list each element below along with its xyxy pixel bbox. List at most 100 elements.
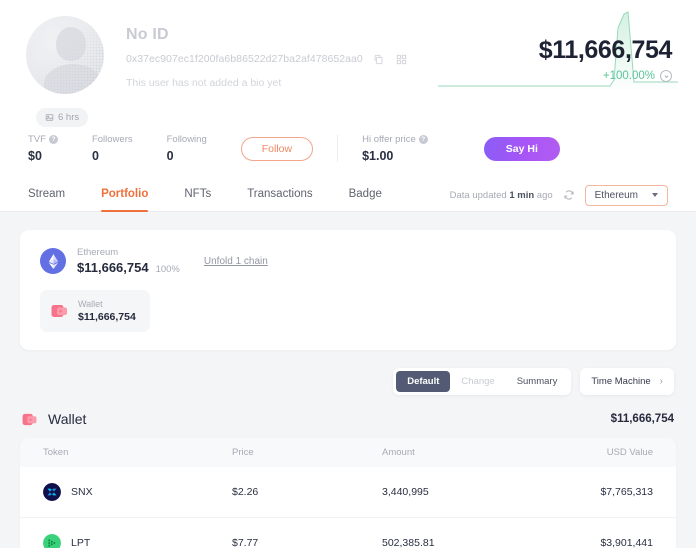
token-price: $7.77: [232, 537, 259, 548]
copy-icon[interactable]: [372, 52, 386, 66]
view-mode-default[interactable]: Default: [396, 371, 451, 392]
total-balance: $11,666,754: [538, 36, 673, 64]
updated-suffix: ago: [536, 189, 553, 201]
vertical-divider: [337, 135, 339, 162]
view-mode-summary[interactable]: Summary: [506, 371, 569, 392]
unfold-chains-link[interactable]: Unfold 1 chain: [203, 255, 268, 267]
wallet-chip[interactable]: Wallet $11,666,754: [40, 290, 150, 332]
balance-sparkline-chart: [438, 8, 678, 90]
chevron-right-icon: ›: [659, 376, 663, 387]
view-mode-controls: Default Change Summary Time Machine ›: [20, 368, 676, 395]
stat-following-value: 0: [166, 149, 174, 163]
time-badge: 6 hrs: [36, 108, 89, 127]
table-row[interactable]: LPT $7.77 502,385.81 $3,901,441: [20, 518, 676, 548]
ethereum-icon: [40, 248, 66, 274]
data-updated-status: Data updated 1 min ago: [450, 190, 553, 201]
stat-followers-label: Followers: [91, 134, 133, 145]
image-icon: [45, 114, 54, 121]
wallet-section-title: Wallet: [48, 411, 87, 427]
chain-summary-card: Ethereum $11,666,754 100% Unfold 1 chain…: [20, 230, 676, 350]
updated-prefix: Data updated: [449, 189, 507, 201]
profile-bio: This user has not added a bio yet: [126, 77, 282, 89]
refresh-icon[interactable]: [563, 189, 575, 201]
stat-followers-value: 0: [91, 149, 99, 163]
token-table-body: SNX $2.26 3,440,995 $7,765,313: [20, 467, 676, 548]
tab-nfts[interactable]: NFTs: [184, 187, 212, 200]
balance-change-row: +100.00%: [438, 70, 678, 82]
token-amount: 502,385.81: [382, 537, 435, 548]
table-row[interactable]: SNX $2.26 3,440,995 $7,765,313: [20, 467, 676, 518]
wallet-icon: [51, 304, 68, 318]
wallet-section-total: $11,666,754: [610, 413, 674, 425]
help-icon[interactable]: ?: [48, 135, 58, 144]
balance-panel: $11,666,754 +100.00%: [438, 8, 678, 90]
stat-tvf: TVF ? $0: [28, 134, 58, 163]
chain-percent: 100%: [155, 264, 180, 275]
stat-hi-offer-price: Hi offer price ? $1.00: [362, 134, 428, 163]
stat-following[interactable]: Following 0: [167, 134, 207, 163]
token-symbol: SNX: [71, 486, 93, 498]
column-header-usd-value: USD Value: [562, 438, 676, 467]
stat-tvf-label: TVF: [28, 134, 46, 145]
updated-value: 1 min: [509, 189, 535, 201]
stat-tvf-value: $0: [28, 149, 42, 163]
tab-transactions[interactable]: Transactions: [247, 187, 313, 200]
snx-token-icon: [43, 483, 61, 501]
token-table-card: Token Price Amount USD Value: [20, 438, 676, 548]
time-machine-label: Time Machine: [591, 376, 651, 387]
say-hi-button[interactable]: Say Hi: [483, 136, 560, 161]
lpt-token-icon: [43, 534, 61, 548]
wallet-chip-value: $11,666,754: [78, 311, 136, 323]
tab-badge[interactable]: Badge: [348, 187, 382, 200]
avatar[interactable]: [26, 16, 104, 94]
wallet-icon: [22, 413, 38, 426]
avatar-dot-pattern: [26, 16, 104, 94]
token-symbol: LPT: [71, 537, 91, 548]
chain-info: Ethereum $11,666,754 100%: [77, 247, 180, 275]
help-icon[interactable]: ?: [418, 135, 428, 144]
token-price: $2.26: [232, 467, 382, 518]
page-title: No ID: [126, 26, 169, 43]
profile-header: No ID 0x37ec907ec1f200fa6b86522d27ba2af4…: [0, 0, 696, 212]
view-mode-change: Change: [450, 371, 505, 392]
tab-portfolio[interactable]: Portfolio: [101, 179, 149, 212]
view-mode-segmented-control: Default Change Summary: [393, 368, 572, 395]
chain-amount: $11,666,754: [77, 260, 149, 275]
column-header-amount: Amount: [382, 438, 562, 467]
chain-name: Ethereum: [77, 247, 119, 258]
chain-selector-value: Ethereum: [594, 189, 638, 201]
balance-change: +100.00%: [602, 70, 655, 82]
token-usd-value: $3,901,441: [600, 537, 653, 548]
column-header-price: Price: [232, 438, 382, 467]
chain-selector[interactable]: Ethereum: [584, 184, 668, 206]
column-header-token: Token: [20, 438, 232, 467]
tab-bar-actions: Data updated 1 min ago Ethereum: [450, 184, 668, 206]
wallet-section-header: Wallet $11,666,754: [22, 411, 674, 427]
chevron-down-circle-icon[interactable]: [660, 70, 672, 82]
wallet-chip-text: Wallet $11,666,754: [78, 299, 136, 323]
follow-button[interactable]: Follow: [240, 136, 314, 161]
stats-row: TVF ? $0 Followers 0 Following 0 Follow …: [28, 134, 560, 163]
tab-stream[interactable]: Stream: [28, 187, 66, 200]
wallet-address[interactable]: 0x37ec907ec1f200fa6b86522d27ba2af478652a…: [126, 53, 363, 65]
token-table-head: Token Price Amount USD Value: [20, 438, 676, 467]
qr-code-icon[interactable]: [395, 52, 409, 66]
identity-block: No ID 0x37ec907ec1f200fa6b86522d27ba2af4…: [126, 16, 409, 94]
token-cell: SNX: [43, 483, 232, 501]
time-badge-label: 6 hrs: [58, 112, 80, 123]
token-cell: LPT: [43, 534, 232, 548]
chain-summary-row: Ethereum $11,666,754 100% Unfold 1 chain: [40, 247, 656, 275]
token-table-header-row: Token Price Amount USD Value: [20, 438, 676, 467]
stat-following-label: Following: [166, 134, 207, 145]
profile-row: No ID 0x37ec907ec1f200fa6b86522d27ba2af4…: [20, 0, 676, 94]
token-usd-value: $7,765,313: [562, 467, 676, 518]
chevron-down-icon: [652, 193, 658, 197]
portfolio-body: Ethereum $11,666,754 100% Unfold 1 chain…: [0, 212, 696, 548]
wallet-chip-label: Wallet: [78, 299, 103, 309]
stat-followers[interactable]: Followers 0: [92, 134, 133, 163]
hi-offer-price-value: $1.00: [362, 149, 394, 163]
address-line: 0x37ec907ec1f200fa6b86522d27ba2af478652a…: [126, 52, 409, 66]
time-machine-button[interactable]: Time Machine ›: [580, 368, 674, 395]
tab-bar: Stream Portfolio NFTs Transactions Badge…: [0, 179, 696, 212]
hi-offer-price-label: Hi offer price: [362, 134, 416, 145]
